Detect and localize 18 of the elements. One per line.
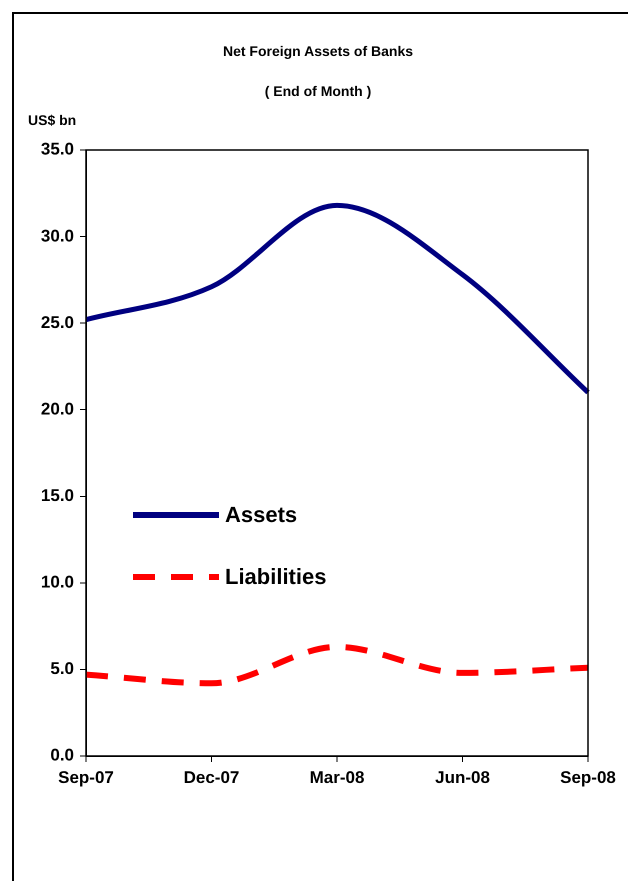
y-tick-label: 10.0 [40,572,74,592]
y-tick-label: 5.0 [50,659,74,678]
x-tick-label: Dec-07 [184,768,240,787]
y-tick-label: 25.0 [40,312,74,332]
y-tick-label: 20.0 [40,399,74,418]
y-tick-label: 0.0 [50,746,74,765]
legend-label: Assets [225,502,298,528]
y-tick-label: 15.0 [40,486,74,505]
chart-subtitle: ( End of Month ) [264,82,372,99]
legend-label: Liabilities [225,564,326,590]
y-tick-label: 35.0 [40,140,74,159]
y-axis-title: US$ bn [28,112,76,128]
x-tick-label: Sep-07 [58,768,114,787]
x-tick-label: Jun-08 [435,768,490,787]
x-tick-label: Mar-08 [310,768,364,787]
x-tick-label: Sep-08 [560,768,616,787]
chart-title: Net Foreign Assets of Banks [222,42,414,59]
y-tick-label: 30.0 [40,226,74,246]
